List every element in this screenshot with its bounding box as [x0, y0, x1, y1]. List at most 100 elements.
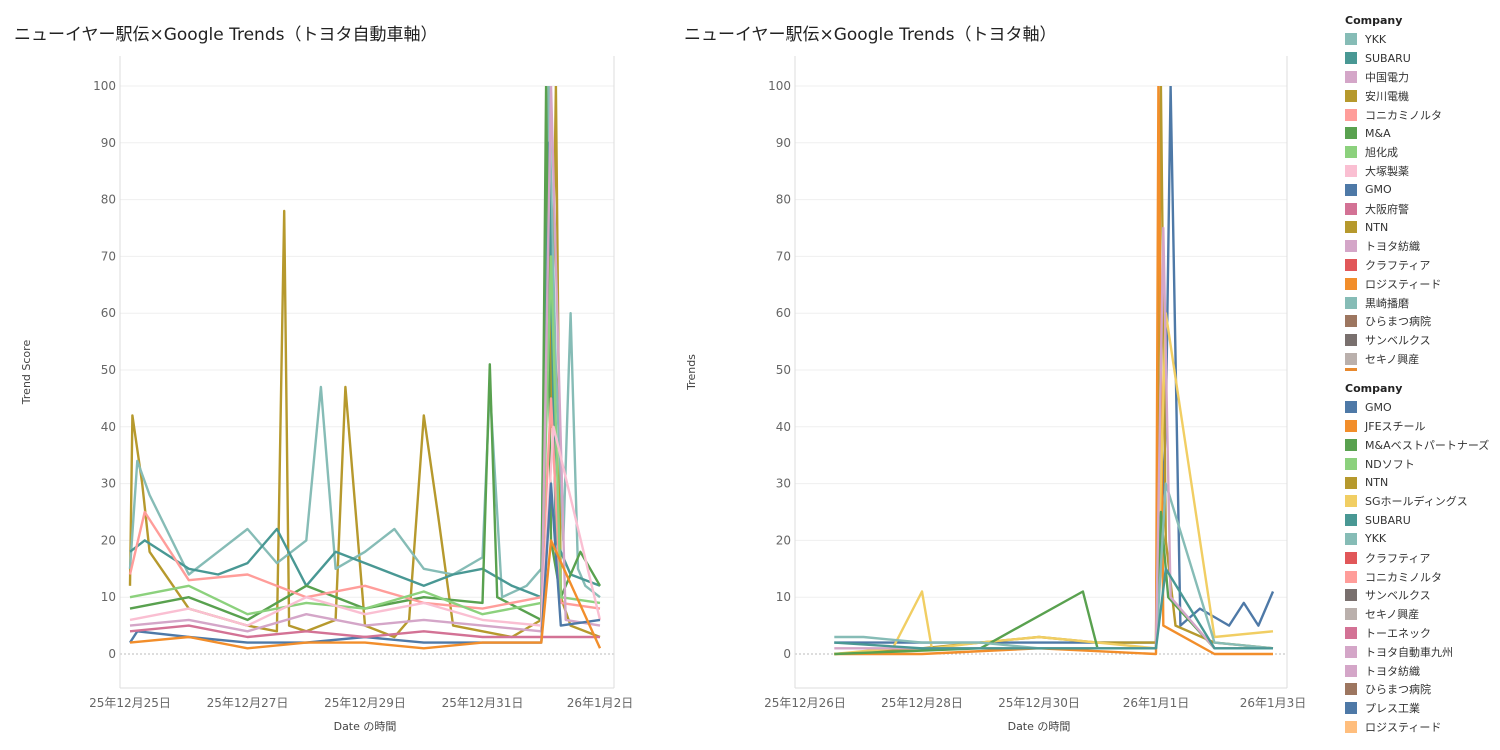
- legend-item[interactable]: SGホールディングス: [1345, 492, 1500, 511]
- legend-item[interactable]: SUBARU: [1345, 49, 1500, 68]
- legend-item[interactable]: ロジスティード: [1345, 274, 1500, 293]
- legend-item[interactable]: 黒崎播磨: [1345, 293, 1500, 312]
- legend-item[interactable]: YKK: [1345, 30, 1500, 49]
- legend-item[interactable]: YKK: [1345, 530, 1500, 549]
- legend-swatch: [1345, 352, 1357, 365]
- y-tick-label: 70: [101, 249, 116, 263]
- legend-top: Company YKK SUBARU 中国電力 安川電機コニカミノルタ M&A 旭化成大塚…: [1345, 14, 1500, 372]
- legend-label: NTN: [1365, 220, 1389, 234]
- right-chart-title: ニューイヤー駅伝×Google Trends（トヨタ軸）: [684, 25, 1057, 45]
- legend-item[interactable]: ロジスティード: [1345, 718, 1500, 737]
- legend-label: ひらまつ病院: [1365, 683, 1431, 697]
- legend-swatch: [1345, 183, 1357, 196]
- legend-item[interactable]: サンベルクス: [1345, 331, 1500, 350]
- series-line: [834, 482, 1274, 650]
- legend-swatch: [1345, 457, 1357, 470]
- legend-label: ひらまつ病院: [1365, 315, 1431, 329]
- x-axis-label: Date の時間: [1008, 720, 1071, 733]
- legend-items: YKK SUBARU 中国電力 安川電機コニカミノルタ M&A 旭化成大塚製薬 GMO 大阪府…: [1345, 30, 1500, 368]
- series-line: [834, 86, 1275, 644]
- legend-item[interactable]: NTN: [1345, 473, 1500, 492]
- y-tick-label: 10: [776, 590, 791, 604]
- legend-title: Company: [1345, 14, 1403, 27]
- legend-item[interactable]: トヨタ紡織: [1345, 237, 1500, 256]
- y-tick-label: 20: [776, 533, 791, 547]
- legend-swatch: [1345, 401, 1357, 414]
- legend-label: SGホールディングス: [1365, 495, 1468, 509]
- legend-swatch: [1345, 514, 1357, 527]
- x-tick-label: 25年12月30日: [998, 696, 1080, 710]
- legend-item[interactable]: GMO: [1345, 180, 1500, 199]
- legend-label: サンベルクス: [1365, 334, 1431, 348]
- legend-item[interactable]: コニカミノルタ: [1345, 105, 1500, 124]
- legend-label: GMO: [1365, 183, 1392, 197]
- legend-swatch: [1345, 70, 1357, 83]
- x-tick-label: 25年12月26日: [764, 696, 846, 710]
- legend-item[interactable]: ひらまつ病院: [1345, 312, 1500, 331]
- legend-item[interactable]: 安川電機: [1345, 86, 1500, 105]
- y-tick-label: 50: [101, 363, 116, 377]
- legend-item[interactable]: クラフティア: [1345, 256, 1500, 275]
- legend-swatch: [1345, 532, 1357, 545]
- legend-item[interactable]: GMO: [1345, 398, 1500, 417]
- legend-item[interactable]: サンベルクス: [1345, 586, 1500, 605]
- legend-item[interactable]: トーエネック: [1345, 624, 1500, 643]
- x-tick-label: 25年12月27日: [207, 696, 289, 710]
- legend-item[interactable]: NTN: [1345, 218, 1500, 237]
- legend-swatch: [1345, 570, 1357, 583]
- legend-item[interactable]: NDソフト: [1345, 454, 1500, 473]
- legend-title: Company: [1345, 382, 1403, 395]
- legend-swatch: [1345, 664, 1357, 677]
- legend-label: 大阪府警: [1365, 202, 1409, 216]
- series-line: [128, 482, 601, 644]
- legend-item[interactable]: 大塚製薬: [1345, 162, 1500, 181]
- legend-label: コニカミノルタ: [1365, 108, 1442, 122]
- legend-item[interactable]: M&Aベストパートナーズ: [1345, 436, 1500, 455]
- legend-swatch: [1345, 221, 1357, 234]
- legend-label: セキノ興産: [1365, 352, 1420, 366]
- legend-item[interactable]: SUBARU: [1345, 511, 1500, 530]
- legend-item[interactable]: JFEスチール: [1345, 417, 1500, 436]
- legend-label: YKK: [1365, 532, 1387, 546]
- legend-label: JFEスチール: [1365, 420, 1426, 434]
- x-tick-label: 25年12月28日: [881, 696, 963, 710]
- legend-item[interactable]: コニカミノルタ: [1345, 567, 1500, 586]
- legend-label: 旭化成: [1365, 146, 1398, 160]
- legend-label: ロジスティード: [1365, 277, 1442, 291]
- y-tick-label: 100: [93, 79, 116, 93]
- legend-label: GMO: [1365, 400, 1392, 414]
- legend-item[interactable]: M&A: [1345, 124, 1500, 143]
- y-tick-label: 50: [776, 363, 791, 377]
- legend-item[interactable]: プレス工業: [1345, 699, 1500, 718]
- legend-item[interactable]: ひらまつ病院: [1345, 680, 1500, 699]
- series-line: [128, 86, 601, 599]
- series-line: [129, 86, 602, 622]
- legend-item[interactable]: 大阪府警: [1345, 199, 1500, 218]
- legend-label: SUBARU: [1365, 51, 1411, 65]
- legend-label: ロジスティード: [1365, 720, 1442, 734]
- legend-label: トーエネック: [1365, 626, 1431, 640]
- y-tick-label: 100: [768, 79, 791, 93]
- legend-swatch: [1345, 315, 1357, 328]
- series-line: [128, 397, 601, 610]
- y-tick-label: 10: [101, 590, 116, 604]
- legend-swatch: [1345, 589, 1357, 602]
- legend-item[interactable]: セキノ興産: [1345, 350, 1500, 369]
- legend-swatch: [1345, 420, 1357, 433]
- legend-item[interactable]: クラフティア: [1345, 548, 1500, 567]
- y-tick-label: 40: [776, 420, 791, 434]
- legend-label: プレス工業: [1365, 702, 1420, 716]
- legend-item[interactable]: トヨタ紡織: [1345, 661, 1500, 680]
- series-line: [129, 141, 601, 599]
- legend-item[interactable]: 中国電力: [1345, 68, 1500, 87]
- legend-label: トヨタ自動車九州: [1365, 645, 1453, 659]
- legend-swatch: [1345, 258, 1357, 271]
- y-tick-label: 70: [776, 249, 791, 263]
- legend-swatch: [1345, 89, 1357, 102]
- legend-item[interactable]: トヨタ自動車九州: [1345, 642, 1500, 661]
- legend-bottom: Company GMO JFEスチール M&Aベストパートナーズ NDソフト NTN SG…: [1345, 382, 1500, 742]
- legend-item[interactable]: セキノ興産: [1345, 605, 1500, 624]
- y-tick-label: 60: [776, 306, 791, 320]
- x-tick-label: 25年12月29日: [324, 696, 406, 710]
- legend-item[interactable]: 旭化成: [1345, 143, 1500, 162]
